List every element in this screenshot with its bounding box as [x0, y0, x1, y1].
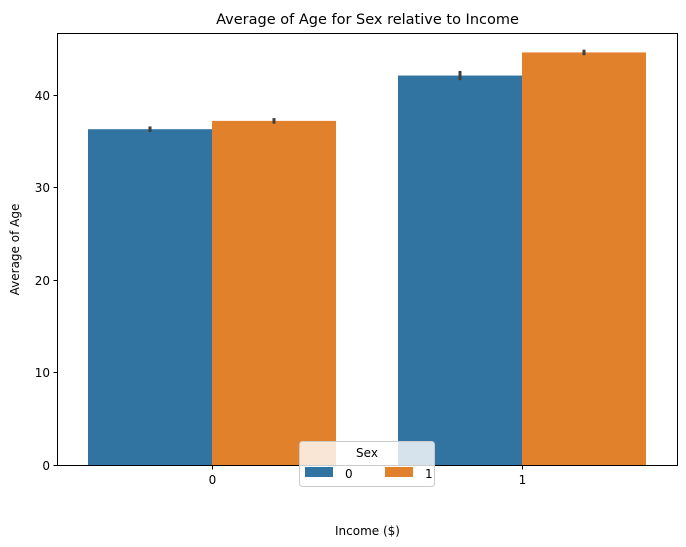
plot-area [57, 33, 678, 466]
y-axis-label: Average of Age [8, 204, 22, 296]
y-tick-label: 30 [35, 181, 50, 195]
y-tick-label: 40 [35, 89, 50, 103]
y-tick-label: 20 [35, 274, 50, 288]
legend-title: Sex [356, 446, 378, 460]
legend-label-0: 0 [345, 467, 353, 481]
legend-swatch-1 [385, 467, 413, 477]
bar-sex-0-income-1 [398, 75, 522, 465]
bar-sex-1-income-0 [212, 120, 336, 465]
x-axis-label: Income ($) [335, 524, 400, 538]
error-bars [148, 49, 586, 132]
legend-label-1: 1 [425, 467, 433, 481]
x-tick-label: 1 [519, 473, 527, 487]
bar-sex-1-income-1 [522, 52, 646, 466]
x-tick-label: 0 [209, 473, 217, 487]
y-axis: 0 10 20 30 40 [35, 89, 58, 473]
chart-title: Average of Age for Sex relative to Incom… [216, 12, 519, 28]
y-tick-label: 10 [35, 366, 50, 380]
bar-sex-0-income-0 [88, 129, 212, 465]
bars [88, 52, 646, 466]
legend-swatch-0 [305, 467, 333, 477]
y-tick-label: 0 [42, 459, 50, 473]
